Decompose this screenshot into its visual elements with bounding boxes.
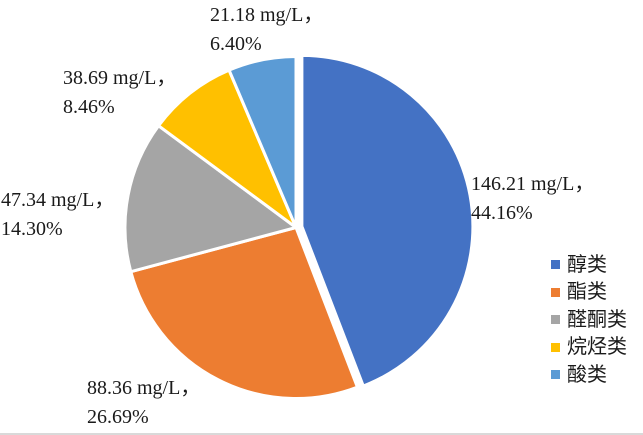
legend-item-aldehydes-ketones: 醛酮类 bbox=[551, 306, 627, 334]
pie-slice-alcohols bbox=[300, 53, 475, 388]
pie-slice-acids bbox=[227, 55, 298, 229]
slice-percent-alkanes: 8.46% bbox=[63, 96, 115, 118]
slice-value-aldehydes-ketones: 47.34 mg/L， bbox=[1, 189, 115, 211]
slice-label-alkanes: 38.69 mg/L， 8.46% bbox=[63, 64, 176, 122]
pie-slice-aldehydes-ketones bbox=[123, 124, 298, 274]
legend-label-esters: 酯类 bbox=[567, 281, 607, 304]
legend-marker-alkanes bbox=[551, 342, 560, 352]
slice-label-esters: 88.36 mg/L， 26.69% bbox=[87, 374, 200, 432]
slice-percent-alcohols: 44.16% bbox=[471, 202, 533, 224]
slice-percent-esters: 26.69% bbox=[87, 406, 149, 428]
slice-percent-acids: 6.40% bbox=[210, 33, 262, 55]
legend-label-alkanes: 烷烃类 bbox=[567, 336, 627, 359]
legend-marker-alcohols bbox=[551, 260, 560, 270]
legend-item-acids: 酸类 bbox=[551, 361, 627, 389]
slice-value-alkanes: 38.69 mg/L， bbox=[63, 67, 177, 89]
slice-value-alcohols: 146.21 mg/L， bbox=[471, 173, 595, 195]
legend-label-aldehydes-ketones: 醛酮类 bbox=[567, 308, 627, 331]
legend-marker-esters bbox=[551, 287, 560, 297]
slice-value-acids: 21.18 mg/L， bbox=[210, 4, 324, 26]
pie-slice-alkanes bbox=[157, 68, 298, 229]
legend-item-alkanes: 烷烃类 bbox=[551, 334, 627, 362]
legend-label-acids: 酸类 bbox=[567, 363, 607, 386]
slice-label-acids: 21.18 mg/L， 6.40% bbox=[210, 1, 323, 59]
legend-marker-aldehydes-ketones bbox=[551, 315, 560, 325]
legend-label-alcohols: 醇类 bbox=[567, 253, 607, 276]
slice-percent-aldehydes-ketones: 14.30% bbox=[1, 218, 63, 240]
legend-item-alcohols: 醇类 bbox=[551, 251, 627, 279]
slice-label-alcohols: 146.21 mg/L， 44.16% bbox=[471, 170, 594, 228]
legend-item-esters: 酯类 bbox=[551, 279, 627, 307]
slice-value-esters: 88.36 mg/L， bbox=[87, 377, 201, 399]
slice-label-aldehydes-ketones: 47.34 mg/L， 14.30% bbox=[1, 186, 114, 244]
pie-slice-esters bbox=[129, 226, 359, 400]
legend-marker-acids bbox=[551, 370, 560, 380]
legend: 醇类 酯类 醛酮类 烷烃类 酸类 bbox=[551, 251, 627, 389]
